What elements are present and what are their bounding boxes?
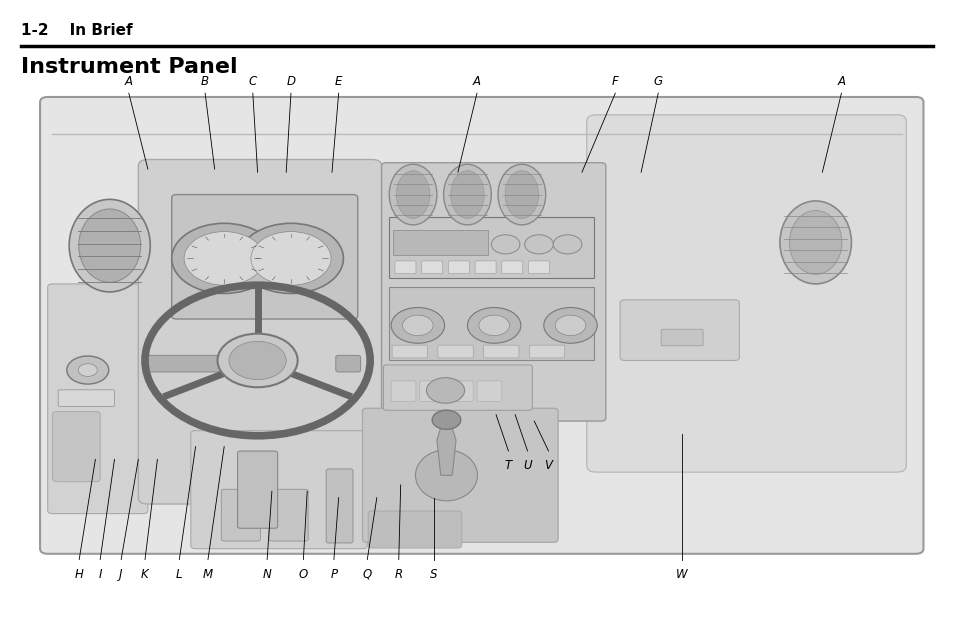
Circle shape [467,308,520,343]
Text: A: A [837,75,844,88]
Ellipse shape [432,410,460,429]
FancyBboxPatch shape [586,115,905,472]
Ellipse shape [70,199,151,292]
FancyBboxPatch shape [237,451,277,528]
Text: E: E [335,75,342,88]
Text: W: W [676,568,687,581]
FancyBboxPatch shape [48,284,148,514]
Circle shape [555,315,585,336]
FancyBboxPatch shape [392,345,427,358]
Text: C: C [249,75,256,88]
Text: O: O [298,568,308,581]
FancyBboxPatch shape [52,412,100,482]
FancyBboxPatch shape [362,408,558,542]
Text: Q: Q [362,568,372,581]
Text: D: D [286,75,295,88]
FancyBboxPatch shape [40,97,923,554]
FancyBboxPatch shape [368,511,461,548]
Polygon shape [436,421,456,475]
Circle shape [524,235,553,254]
Text: F: F [611,75,618,88]
Text: A: A [473,75,480,88]
Text: M: M [203,568,213,581]
Circle shape [238,223,343,293]
FancyBboxPatch shape [191,431,367,549]
FancyBboxPatch shape [326,469,353,543]
Ellipse shape [79,209,141,282]
Circle shape [236,260,278,288]
FancyBboxPatch shape [391,381,416,401]
FancyBboxPatch shape [529,345,564,358]
Text: U: U [522,459,532,472]
Text: I: I [98,568,102,581]
Circle shape [478,315,509,336]
Circle shape [172,223,276,293]
FancyBboxPatch shape [660,329,702,346]
FancyBboxPatch shape [483,345,518,358]
Text: 1-2    In Brief: 1-2 In Brief [21,23,132,38]
Text: A: A [125,75,132,88]
Ellipse shape [396,171,429,219]
FancyBboxPatch shape [138,160,381,504]
Ellipse shape [443,165,491,225]
FancyBboxPatch shape [419,381,444,401]
FancyBboxPatch shape [58,390,114,406]
FancyBboxPatch shape [475,261,496,274]
FancyBboxPatch shape [335,355,360,372]
Ellipse shape [788,211,841,274]
Text: T: T [504,459,512,472]
Ellipse shape [779,201,850,284]
FancyBboxPatch shape [393,230,488,255]
Text: Instrument Panel: Instrument Panel [21,57,237,77]
FancyBboxPatch shape [389,287,594,360]
FancyBboxPatch shape [269,489,308,541]
Ellipse shape [389,165,436,225]
FancyBboxPatch shape [448,261,469,274]
FancyBboxPatch shape [383,365,532,410]
Text: V: V [544,459,552,472]
Circle shape [553,235,581,254]
Text: S: S [430,568,437,581]
Circle shape [391,308,444,343]
Text: K: K [141,568,149,581]
FancyBboxPatch shape [619,300,739,360]
Text: R: R [395,568,402,581]
FancyBboxPatch shape [476,381,501,401]
Text: N: N [262,568,272,581]
FancyBboxPatch shape [145,355,222,372]
FancyBboxPatch shape [221,489,260,541]
FancyBboxPatch shape [172,195,357,319]
FancyBboxPatch shape [381,163,605,421]
Circle shape [184,232,264,285]
Circle shape [402,315,433,336]
Ellipse shape [450,171,483,219]
Text: G: G [653,75,662,88]
Text: B: B [201,75,209,88]
FancyBboxPatch shape [421,261,442,274]
Text: P: P [330,568,337,581]
FancyBboxPatch shape [395,261,416,274]
Text: L: L [176,568,182,581]
Circle shape [251,232,331,285]
Circle shape [543,308,597,343]
FancyBboxPatch shape [528,261,549,274]
Circle shape [491,235,519,254]
Circle shape [426,378,464,403]
Ellipse shape [416,450,477,501]
Ellipse shape [497,165,545,225]
FancyBboxPatch shape [501,261,522,274]
FancyBboxPatch shape [389,217,594,278]
Circle shape [217,334,297,387]
Text: J: J [119,568,123,581]
Text: H: H [74,568,84,581]
FancyBboxPatch shape [448,381,473,401]
Circle shape [67,356,109,384]
FancyBboxPatch shape [437,345,473,358]
Ellipse shape [505,171,537,219]
Circle shape [229,341,286,380]
Circle shape [78,364,97,376]
